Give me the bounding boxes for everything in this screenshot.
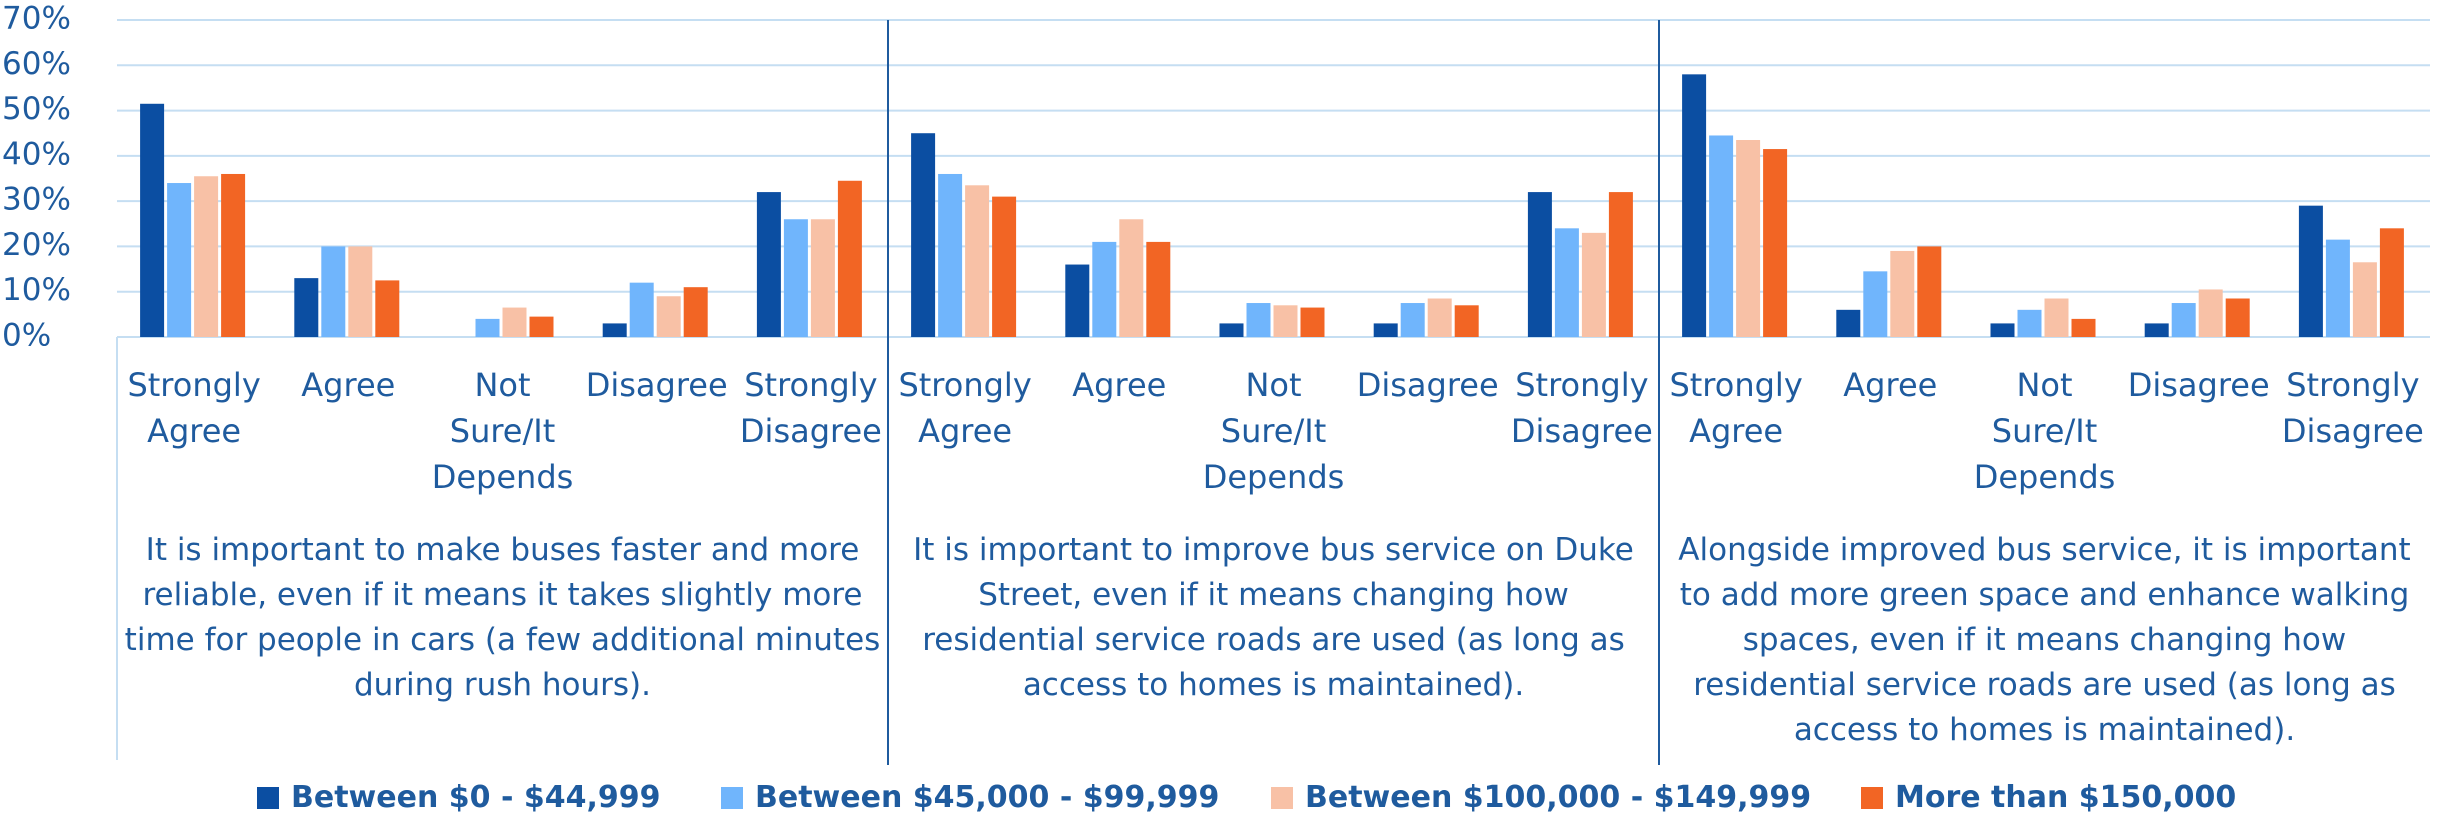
- bar: [1709, 135, 1734, 337]
- bar: [167, 183, 192, 337]
- x-tick-label: Disagree: [585, 366, 728, 404]
- bar: [602, 323, 627, 337]
- bar: [1990, 323, 2015, 337]
- bar: [837, 180, 862, 337]
- bar: [2352, 262, 2377, 337]
- legend-swatch: [721, 786, 743, 809]
- bar: [2298, 205, 2323, 337]
- x-tick-label: Strongly Disagree: [739, 366, 882, 450]
- legend-swatch: [257, 786, 279, 809]
- legend-item: More than $150,000: [1861, 780, 2236, 815]
- y-tick-label: 20%: [2, 227, 71, 263]
- panel-caption: It is important to improve bus service o…: [913, 532, 1634, 703]
- bar: [2198, 289, 2223, 337]
- bar: [375, 280, 400, 337]
- x-tick-label: Agree: [301, 366, 396, 404]
- bar: [992, 196, 1017, 337]
- x-tick-label: Strongly Agree: [127, 366, 261, 450]
- bar: [2044, 298, 2069, 337]
- bar: [965, 185, 990, 337]
- bar: [1454, 305, 1479, 337]
- bar: [2071, 318, 2096, 337]
- bar: [1373, 323, 1398, 337]
- bar: [1736, 140, 1761, 337]
- y-tick-label: 10%: [2, 272, 71, 308]
- bar: [1273, 305, 1298, 337]
- bar: [2379, 228, 2404, 337]
- y-tick-label: 30%: [2, 182, 71, 218]
- bar: [348, 246, 373, 337]
- x-tick-label: Agree: [1072, 366, 1167, 404]
- x-tick-label: Strongly Disagree: [2281, 366, 2424, 450]
- x-tick-label: Not Sure/It Depends: [1973, 366, 2116, 496]
- bar: [2144, 323, 2169, 337]
- bar: [529, 316, 554, 337]
- legend-item: Between $100,000 - $149,999: [1271, 780, 1811, 815]
- y-tick-label: 70%: [2, 1, 71, 37]
- panel-caption: Alongside improved bus service, it is im…: [1678, 532, 2411, 748]
- bar: [1682, 74, 1707, 337]
- bar: [2325, 239, 2350, 337]
- x-tick-label: Strongly Agree: [898, 366, 1032, 450]
- bar: [1763, 149, 1788, 337]
- bar: [1427, 298, 1452, 337]
- bar: [221, 173, 246, 337]
- legend-swatch: [1861, 786, 1883, 809]
- legend-swatch: [1271, 786, 1293, 809]
- legend-item: Between $45,000 - $99,999: [721, 780, 1219, 815]
- x-tick-label: Not Sure/It Depends: [1202, 366, 1345, 496]
- x-tick-label: Not Sure/It Depends: [431, 366, 574, 496]
- bar: [810, 219, 835, 337]
- bar: [1300, 307, 1325, 337]
- bar: [938, 173, 963, 337]
- bar: [1219, 323, 1244, 337]
- bar: [1400, 303, 1425, 337]
- bar: [2225, 298, 2250, 337]
- legend-item: Between $0 - $44,999: [257, 780, 661, 815]
- x-tick-label: Strongly Agree: [1669, 366, 1803, 450]
- legend-label: Between $0 - $44,999: [291, 780, 661, 815]
- bar: [783, 219, 808, 337]
- bar: [656, 296, 681, 337]
- bar: [683, 287, 708, 337]
- bar: [1608, 192, 1633, 337]
- bar: [1092, 241, 1117, 337]
- bar: [2017, 309, 2042, 337]
- panel-caption: It is important to make buses faster and…: [124, 532, 881, 703]
- bar: [911, 133, 936, 337]
- bar: [1836, 309, 1861, 337]
- bar: [194, 176, 219, 337]
- x-tick-label: Strongly Disagree: [1510, 366, 1653, 450]
- x-tick-label: Disagree: [2127, 366, 2270, 404]
- bar: [1890, 250, 1915, 337]
- y-tick-label: 50%: [2, 91, 71, 127]
- bar: [321, 246, 346, 337]
- bar: [1917, 246, 1942, 337]
- bar: [140, 103, 165, 338]
- bar: [502, 307, 527, 337]
- bar: [1554, 228, 1579, 337]
- bar: [475, 318, 500, 337]
- y-tick-label: 40%: [2, 136, 71, 172]
- legend-label: Between $100,000 - $149,999: [1305, 780, 1812, 815]
- legend-label: More than $150,000: [1895, 780, 2237, 815]
- bar: [1146, 241, 1171, 337]
- bar: [1581, 232, 1606, 337]
- bar: [1119, 219, 1144, 337]
- legend-label: Between $45,000 - $99,999: [755, 780, 1220, 815]
- bar: [1246, 303, 1271, 337]
- x-tick-label: Disagree: [1356, 366, 1499, 404]
- bar: [1065, 264, 1090, 337]
- x-tick-label: Agree: [1843, 366, 1938, 404]
- bar: [756, 192, 781, 337]
- y-tick-label: 0%: [2, 318, 51, 354]
- bar: [2171, 303, 2196, 337]
- bar: [294, 278, 319, 337]
- bar: [1527, 192, 1552, 337]
- y-tick-label: 60%: [2, 46, 71, 82]
- bar: [1863, 271, 1888, 337]
- bar: [629, 282, 654, 337]
